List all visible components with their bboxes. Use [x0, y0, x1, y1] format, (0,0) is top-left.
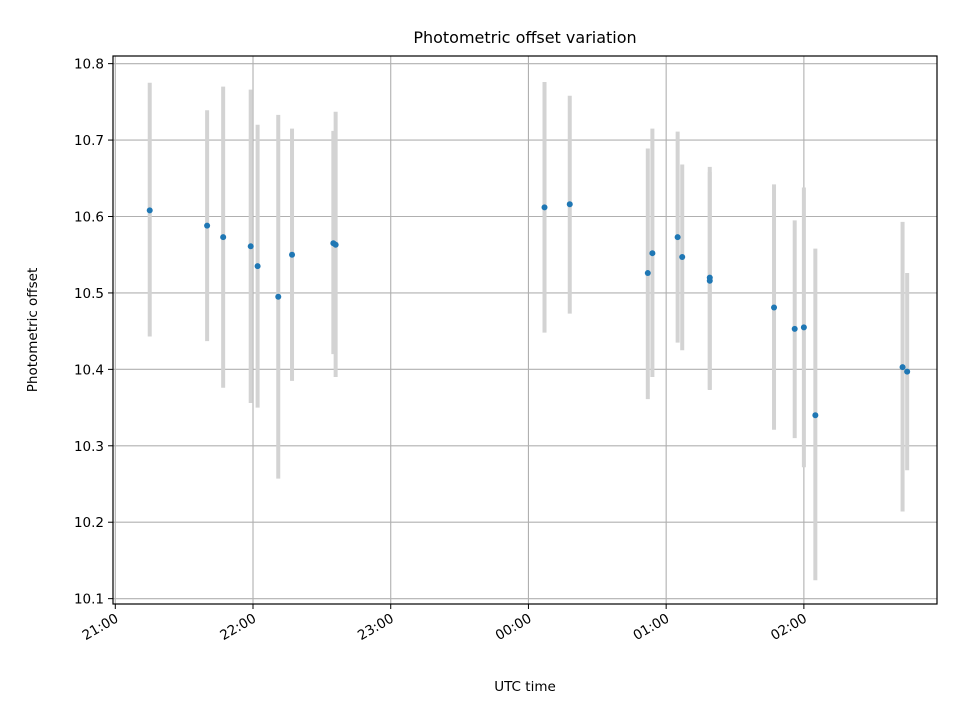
data-point [679, 254, 686, 261]
data-point [332, 241, 339, 248]
data-point [812, 412, 819, 419]
data-point [254, 263, 261, 270]
y-axis-label: Photometric offset [25, 268, 41, 392]
data-point [247, 243, 254, 250]
y-axis-ticks: 10.1 10.2 10.3 10.4 10.5 10.6 10.7 10.8 [74, 57, 113, 608]
data-point [146, 207, 153, 214]
data-point [706, 277, 713, 284]
y-tick-label: 10.7 [74, 133, 104, 149]
y-tick-label: 10.4 [74, 362, 104, 378]
data-point [791, 325, 798, 332]
y-tick-label: 10.3 [74, 439, 104, 455]
data-point [566, 201, 573, 208]
data-point [289, 251, 296, 258]
y-tick-label: 10.8 [74, 57, 104, 73]
data-point [771, 304, 778, 311]
grid [113, 56, 937, 604]
data-point [649, 250, 656, 257]
y-tick-label: 10.5 [74, 286, 104, 302]
x-axis-label: UTC time [494, 679, 556, 695]
y-tick-label: 10.6 [74, 210, 104, 226]
plot-frame [112, 55, 938, 605]
y-tick-label: 10.1 [74, 592, 104, 608]
y-tick-label: 10.2 [74, 515, 104, 531]
data-point [899, 364, 906, 371]
data-point [275, 293, 282, 300]
data-point [204, 222, 211, 229]
data-point [220, 234, 227, 241]
data-point [644, 270, 651, 277]
data-point [904, 368, 911, 375]
data-point [800, 324, 807, 331]
data-point [541, 204, 548, 211]
data-points [146, 201, 911, 419]
chart-title: Photometric offset variation [413, 28, 636, 47]
data-point [674, 234, 681, 241]
